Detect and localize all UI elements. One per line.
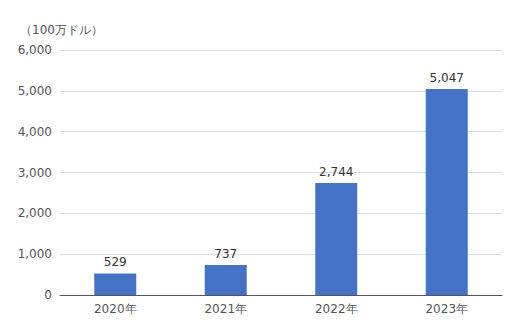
svg-text:1,000: 1,000	[18, 247, 52, 261]
svg-text:（100万ドル）: （100万ドル）	[20, 23, 103, 37]
svg-text:2022年: 2022年	[315, 302, 358, 316]
svg-text:2,744: 2,744	[319, 165, 353, 179]
svg-text:2023年: 2023年	[425, 302, 468, 316]
svg-text:5,000: 5,000	[18, 84, 52, 98]
svg-text:5,047: 5,047	[430, 71, 464, 85]
svg-text:737: 737	[214, 247, 237, 261]
svg-text:6,000: 6,000	[18, 43, 52, 57]
svg-text:529: 529	[104, 255, 127, 269]
svg-text:0: 0	[44, 288, 52, 302]
svg-text:2020年: 2020年	[94, 302, 137, 316]
svg-text:4,000: 4,000	[18, 125, 52, 139]
svg-text:3,000: 3,000	[18, 166, 52, 180]
svg-text:2021年: 2021年	[204, 302, 247, 316]
svg-text:2,000: 2,000	[18, 206, 52, 220]
